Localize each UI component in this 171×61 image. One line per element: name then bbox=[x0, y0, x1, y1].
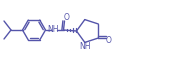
Text: NH: NH bbox=[48, 25, 59, 34]
Text: O: O bbox=[64, 13, 69, 23]
Text: O: O bbox=[105, 36, 111, 45]
Text: NH: NH bbox=[79, 42, 90, 51]
